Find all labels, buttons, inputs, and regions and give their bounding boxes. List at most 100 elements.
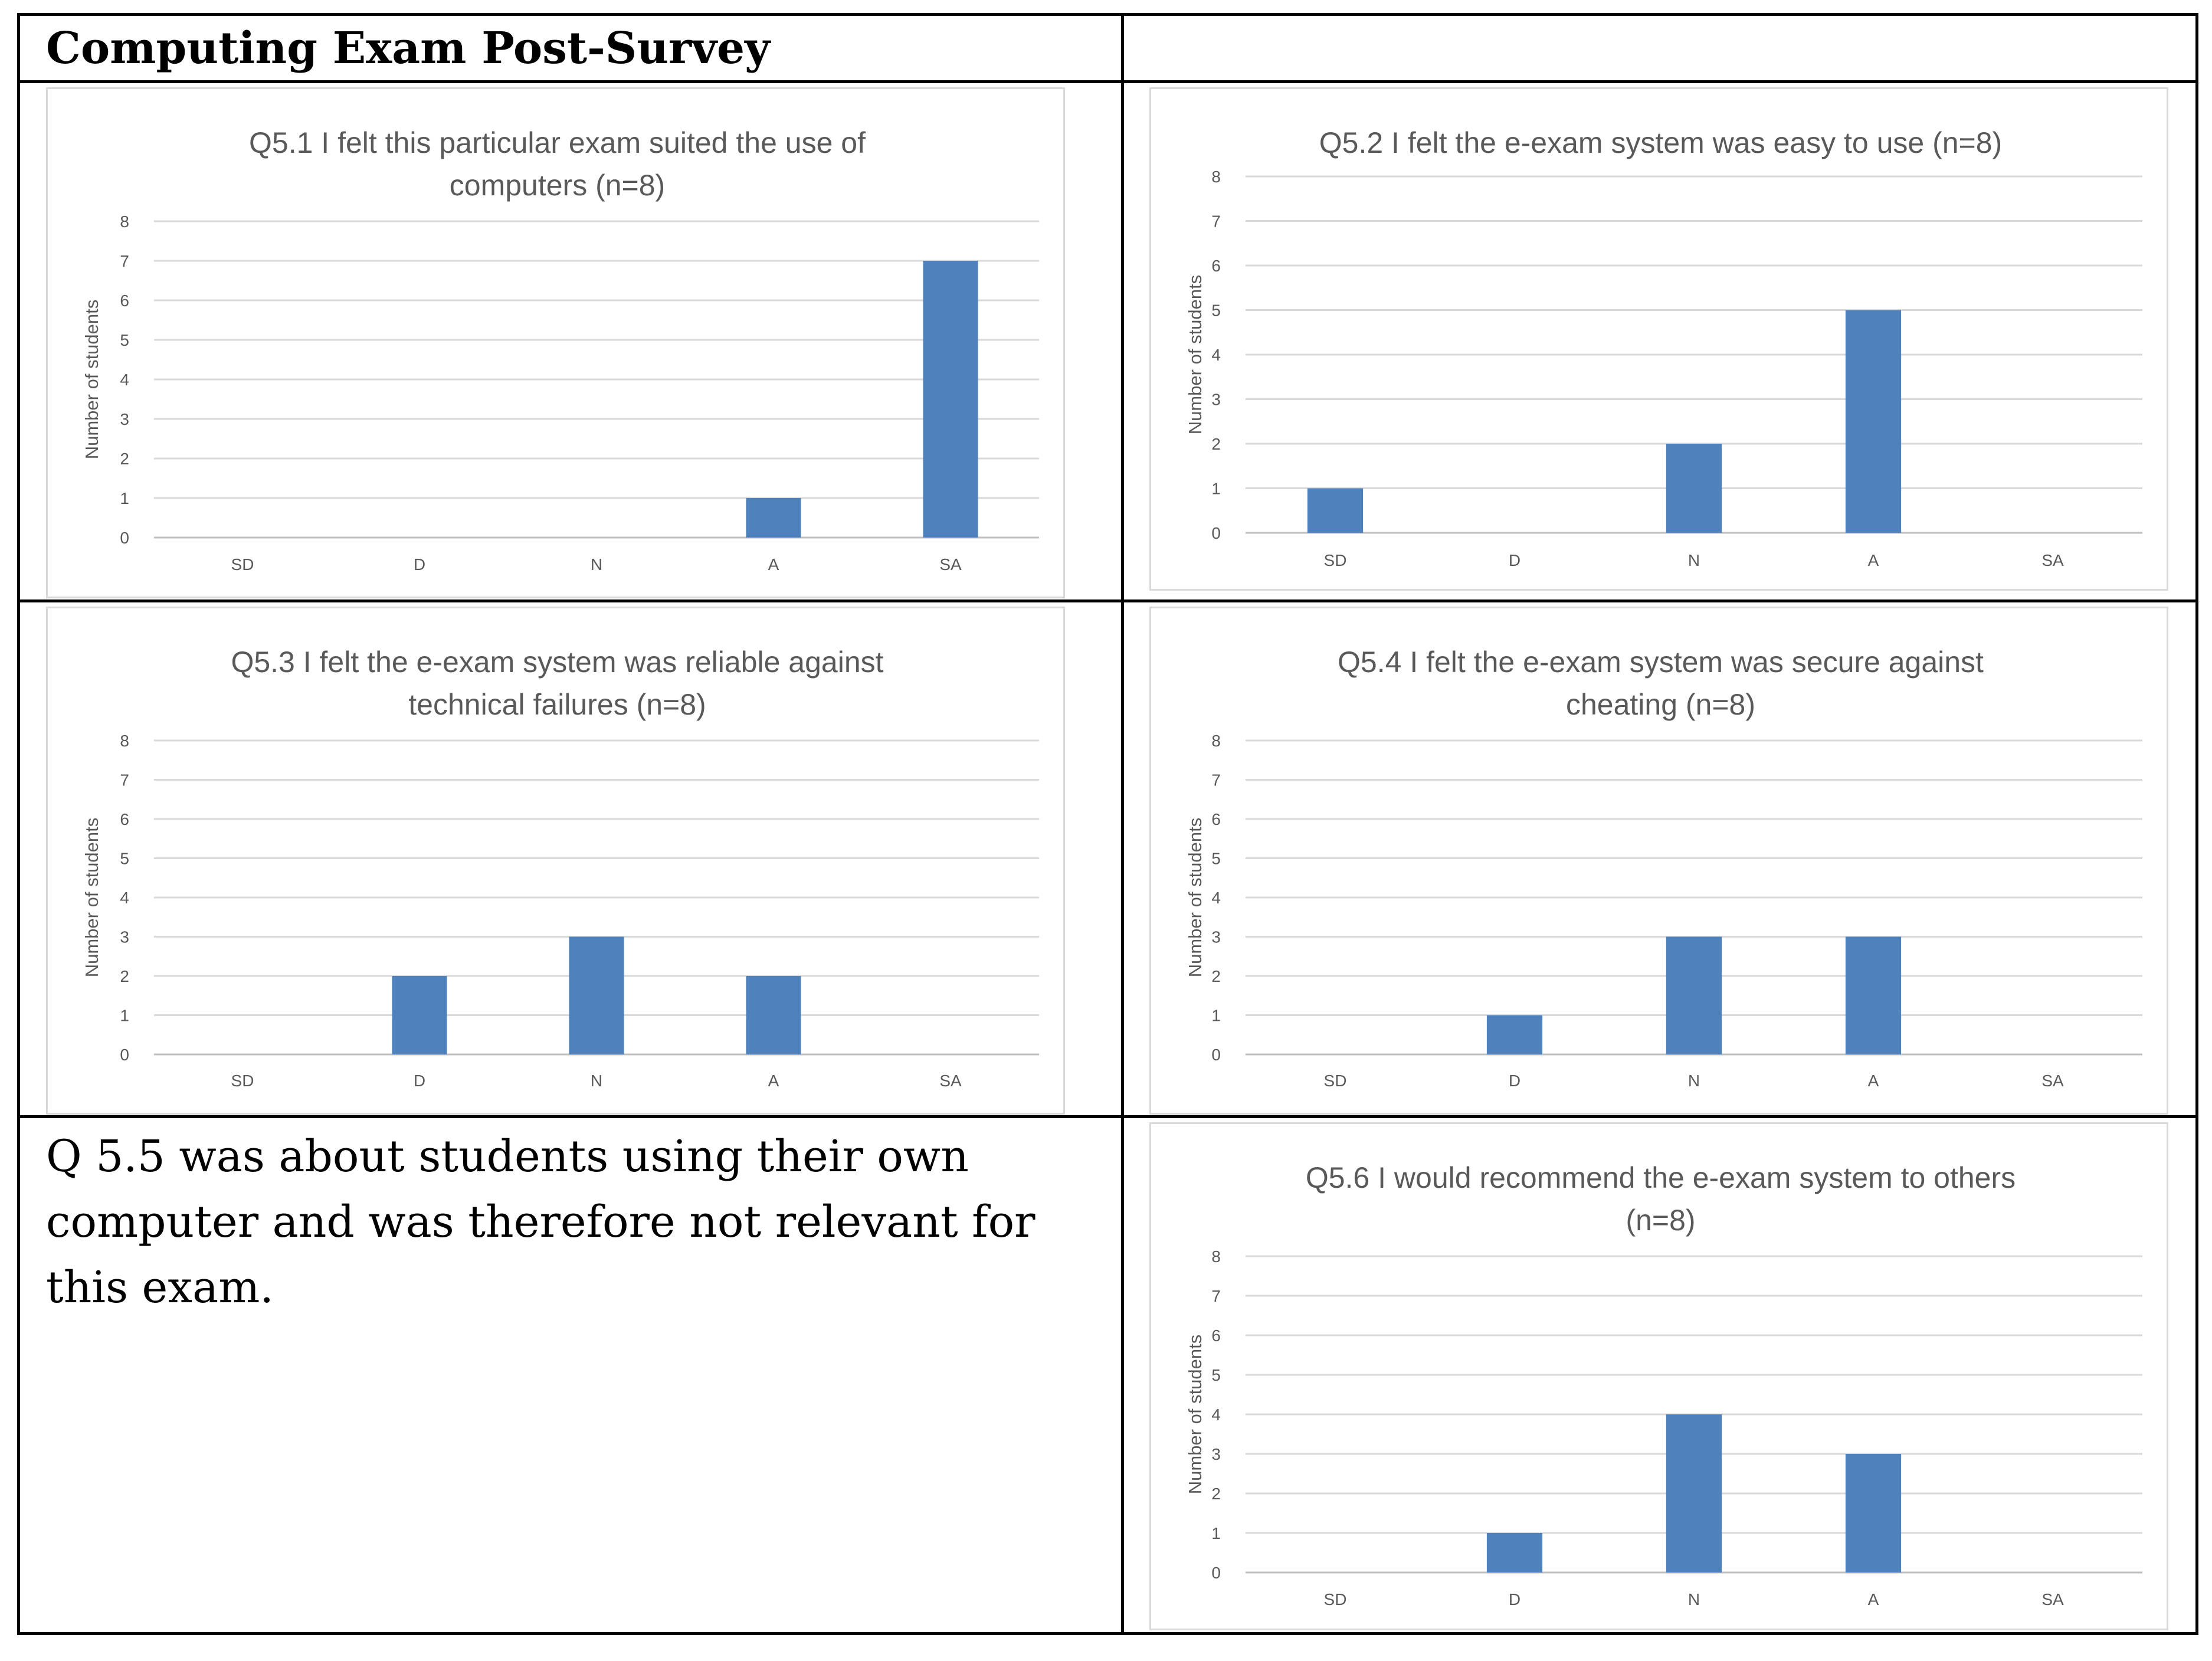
chart-q5-1-x-tick-a: A [768,555,779,574]
chart-q5-2-bar-n [1666,444,1722,533]
chart-q5-3-x-tick-n: N [591,1072,602,1090]
chart-q5-3-title-line-1: Q5.3 I felt the e-exam system was reliab… [231,646,883,679]
chart-q5-2-x-tick-a: A [1868,551,1879,569]
chart-q5-1-title-line-2: computers (n=8) [450,169,665,202]
chart-q5-6-bar-d [1486,1533,1543,1572]
chart-q5-1-y-tick-3: 3 [120,410,129,428]
chart-q5-2-y-tick-8: 8 [1211,168,1221,186]
chart-q5-4-y-tick-2: 2 [1211,967,1221,985]
chart-q5-1-y-tick-4: 4 [120,371,129,389]
chart-q5-6-y-tick-4: 4 [1211,1406,1221,1424]
chart-q5-4-bar-d [1486,1015,1543,1054]
chart-q5-3-y-tick-7: 7 [120,771,129,789]
chart-q5-2-bar-sd [1307,488,1364,533]
chart-q5-6-y-tick-5: 5 [1211,1366,1221,1384]
chart-q5-2-x-tick-sa: SA [2041,551,2064,569]
chart-q5-1-bar-sa [923,261,978,538]
chart-q5-4-y-tick-5: 5 [1211,850,1221,868]
chart-q5-1-y-tick-1: 1 [120,489,129,507]
chart-q5-6-y-axis-label: Number of students [1185,1335,1205,1495]
chart-q5-3-y-tick-0: 0 [120,1046,129,1064]
chart-q5-1-title-line-1: Q5.1 I felt this particular exam suited … [249,126,866,159]
chart-q5-3-svg: Q5.3 I felt the e-exam system was reliab… [81,646,1039,1090]
chart-q5-2: Q5.2 I felt the e-exam system was easy t… [1149,87,2168,591]
chart-q5-2-x-tick-sd: SD [1324,551,1347,569]
chart-q5-3: Q5.3 I felt the e-exam system was reliab… [46,607,1065,1115]
chart-q5-6-x-tick-a: A [1868,1590,1879,1608]
chart-q5-4-bar-a [1845,936,1902,1054]
chart-q5-6-y-tick-2: 2 [1211,1485,1221,1503]
chart-q5-2-y-tick-2: 2 [1211,435,1221,453]
chart-q5-6-y-tick-3: 3 [1211,1445,1221,1463]
chart-q5-4-y-tick-1: 1 [1211,1007,1221,1025]
chart-q5-3-bar-a [746,976,801,1054]
chart-q5-1-y-tick-6: 6 [120,291,129,310]
chart-q5-4-x-tick-sa: SA [2041,1072,2064,1090]
chart-q5-3-x-tick-a: A [768,1072,779,1090]
chart-q5-2-y-tick-5: 5 [1211,302,1221,320]
chart-q5-3-x-tick-sd: SD [231,1072,254,1090]
table-border-row2 [17,1115,2198,1118]
chart-q5-6-svg: Q5.6 I would recommend the e-exam system… [1185,1161,2142,1608]
chart-q5-4-title-line-1: Q5.4 I felt the e-exam system was secure… [1338,646,1984,679]
chart-q5-4-y-tick-8: 8 [1211,732,1221,750]
chart-q5-4-y-tick-7: 7 [1211,771,1221,789]
chart-q5-3-y-tick-6: 6 [120,810,129,828]
chart-q5-4-svg: Q5.4 I felt the e-exam system was secure… [1185,646,2142,1090]
chart-q5-6-bar-n [1666,1414,1722,1572]
chart-q5-6-y-tick-1: 1 [1211,1524,1221,1542]
chart-q5-4-y-tick-0: 0 [1211,1046,1221,1064]
chart-q5-6: Q5.6 I would recommend the e-exam system… [1149,1122,2168,1630]
chart-q5-1-bar-a [746,498,801,538]
chart-q5-3-x-tick-sa: SA [939,1072,962,1090]
table-border-right [2195,13,2198,1635]
chart-q5-3-bar-d [392,976,447,1054]
chart-q5-6-y-tick-7: 7 [1211,1287,1221,1305]
chart-q5-6-y-tick-0: 0 [1211,1564,1221,1582]
chart-q5-2-x-tick-n: N [1688,551,1700,569]
chart-q5-2-y-tick-6: 6 [1211,257,1221,275]
chart-q5-3-title-line-2: technical failures (n=8) [408,688,706,721]
chart-q5-6-y-tick-8: 8 [1211,1247,1221,1266]
q5-5-note: Q 5.5 was about students using their own… [46,1131,1035,1313]
chart-q5-6-bar-a [1845,1454,1902,1572]
chart-q5-2-bar-a [1845,310,1902,533]
chart-q5-6-x-tick-sd: SD [1324,1590,1347,1608]
chart-q5-2-y-axis-label: Number of students [1185,275,1205,435]
table-border-middle [1121,13,1124,1635]
chart-q5-3-y-tick-8: 8 [120,732,129,750]
chart-q5-2-y-tick-3: 3 [1211,391,1221,409]
chart-q5-4-y-axis-label: Number of students [1185,818,1205,978]
chart-q5-1-y-axis-label: Number of students [81,300,102,460]
chart-q5-3-x-tick-d: D [414,1072,425,1090]
chart-q5-4-y-tick-3: 3 [1211,928,1221,946]
chart-q5-6-x-tick-n: N [1688,1590,1700,1608]
chart-q5-1-y-tick-2: 2 [120,450,129,468]
page-title: Computing Exam Post-Survey [46,23,771,74]
chart-q5-4-x-tick-d: D [1509,1072,1520,1090]
chart-q5-1-y-tick-0: 0 [120,529,129,547]
chart-q5-2-y-tick-1: 1 [1211,480,1221,498]
chart-q5-3-y-tick-2: 2 [120,967,129,985]
chart-q5-3-y-tick-4: 4 [120,889,129,907]
chart-q5-1-y-tick-5: 5 [120,331,129,349]
chart-q5-1-x-tick-sa: SA [939,555,962,574]
chart-q5-2-y-tick-7: 7 [1211,212,1221,231]
chart-q5-2-y-tick-0: 0 [1211,524,1221,542]
chart-q5-4-y-tick-6: 6 [1211,810,1221,828]
chart-q5-6-x-tick-sa: SA [2041,1590,2064,1608]
chart-q5-3-y-tick-5: 5 [120,850,129,868]
chart-q5-1-svg: Q5.1 I felt this particular exam suited … [81,126,1039,574]
table-border-row1 [17,599,2198,602]
chart-q5-4: Q5.4 I felt the e-exam system was secure… [1149,607,2168,1115]
chart-q5-6-title-line-1: Q5.6 I would recommend the e-exam system… [1306,1161,2016,1194]
chart-q5-4-bar-n [1666,936,1722,1054]
chart-q5-4-y-tick-4: 4 [1211,889,1221,907]
chart-q5-1-x-tick-d: D [414,555,425,574]
chart-q5-1: Q5.1 I felt this particular exam suited … [46,87,1065,598]
chart-q5-2-title-line-1: Q5.2 I felt the e-exam system was easy t… [1319,126,2002,159]
chart-q5-3-y-tick-1: 1 [120,1007,129,1025]
chart-q5-4-title-line-2: cheating (n=8) [1566,688,1755,721]
chart-q5-4-x-tick-a: A [1868,1072,1879,1090]
table-border-header [17,80,2198,83]
